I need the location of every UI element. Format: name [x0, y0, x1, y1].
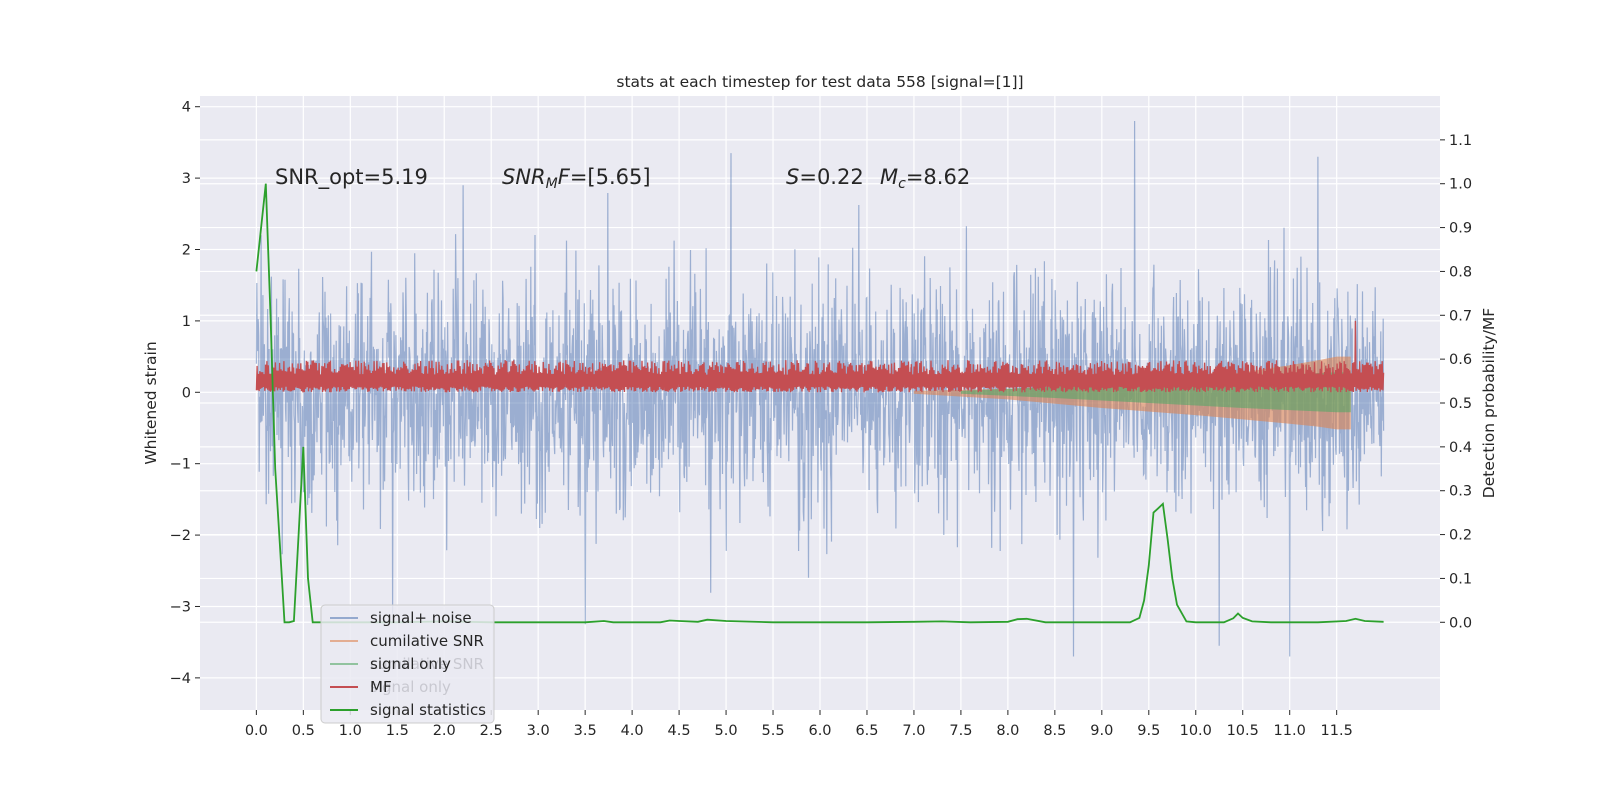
- x-tick-label: 8.5: [1043, 723, 1066, 739]
- right-y-tick-label: 0.9: [1449, 221, 1472, 237]
- x-tick-label: 3.0: [527, 723, 550, 739]
- y-tick-label: −1: [170, 457, 191, 473]
- right-y-tick-label: 1.1: [1449, 133, 1472, 149]
- y-tick-label: −3: [170, 599, 191, 615]
- right-y-axis-label: Detection probability/MF: [1480, 308, 1498, 499]
- annotation-snr-mf: SNRMF=[5.65]: [502, 165, 651, 192]
- right-y-tick-label: 0.0: [1449, 615, 1472, 631]
- right-y-tick-label: 0.3: [1449, 484, 1472, 500]
- annotation-s: S=0.22: [786, 165, 864, 189]
- annotation-snr-opt: SNR_opt=5.19: [275, 165, 428, 190]
- x-tick-label: 4.5: [668, 723, 691, 739]
- x-tick-label: 11.0: [1274, 723, 1306, 739]
- x-tick-label: 9.0: [1090, 723, 1113, 739]
- snr-mf-subscript: M: [546, 176, 558, 192]
- x-tick-label: 1.0: [339, 723, 362, 739]
- y-tick-label: −4: [170, 671, 191, 687]
- mc-symbol: M: [880, 165, 898, 189]
- x-tick-label: 5.0: [715, 723, 738, 739]
- x-tick-label: 7.0: [902, 723, 925, 739]
- x-tick-label: 11.5: [1321, 723, 1353, 739]
- mc-value: =8.62: [906, 165, 970, 189]
- x-tick-label: 6.5: [855, 723, 878, 739]
- y-tick-label: −2: [170, 528, 191, 544]
- snr-mf-rest-italic: F: [558, 165, 571, 189]
- series-mf: [255, 320, 1385, 393]
- legend-label-mf: MF: [370, 678, 392, 696]
- annotations: SNR_opt=5.19 SNRMF=[5.65] S=0.22 Mc=8.62: [275, 165, 970, 192]
- x-tick-label: 5.5: [761, 723, 784, 739]
- y-tick-label: 0: [182, 385, 191, 401]
- right-y-axis-ticks: 1.1 1.0 0.9 0.8 0.7 0.6 0.5 0.4 0.3 0.2 0.1 0.0: [1440, 133, 1472, 631]
- right-y-tick-label: 0.5: [1449, 396, 1472, 412]
- x-tick-label: 4.0: [621, 723, 644, 739]
- s-value: =0.22: [799, 165, 863, 189]
- chart-title: stats at each timestep for test data 558…: [616, 73, 1023, 91]
- x-tick-label: 7.5: [949, 723, 972, 739]
- y-axis-ticks: 4 3 2 1 0 −1 −2 −3 −4: [170, 100, 200, 687]
- legend-ghost-signal-only: signal only: [370, 678, 451, 696]
- snr-mf-value: =[5.65]: [570, 165, 651, 189]
- y-tick-label: 4: [182, 100, 191, 116]
- series-layer: [255, 120, 1385, 657]
- x-axis-ticks: 0.0 0.5 1.0 1.5 2.0 2.5 3.0 3.5 4.0 4.5 5.0 5.5 6.0 6…: [245, 710, 1353, 739]
- legend-box: [320, 604, 495, 724]
- x-tick-label: 1.5: [386, 723, 409, 739]
- legend-ghost-cumilative-snr: cumilative SNR: [370, 655, 484, 673]
- snr-mf-symbol: SNR: [502, 165, 546, 189]
- right-y-tick-label: 1.0: [1449, 177, 1472, 193]
- x-tick-label: 10.5: [1227, 723, 1259, 739]
- x-tick-label: 0.5: [292, 723, 315, 739]
- legend: cumilative SNR signal only signal+ noise…: [320, 604, 495, 724]
- x-tick-label: 6.0: [808, 723, 831, 739]
- x-tick-label: 3.5: [574, 723, 597, 739]
- mc-subscript: c: [898, 176, 906, 192]
- annotation-mc: Mc=8.62: [880, 165, 970, 192]
- legend-label-signal-noise: signal+ noise: [370, 609, 472, 627]
- x-tick-label: 9.5: [1137, 723, 1160, 739]
- legend-label-signal-statistics: signal statistics: [370, 701, 486, 719]
- x-tick-label: 8.0: [996, 723, 1019, 739]
- x-tick-label: 0.0: [245, 723, 268, 739]
- x-tick-label: 2.5: [480, 723, 503, 739]
- right-y-tick-label: 0.1: [1449, 571, 1472, 587]
- y-tick-label: 3: [182, 171, 191, 187]
- right-y-tick-label: 0.6: [1449, 352, 1472, 368]
- right-y-tick-label: 0.7: [1449, 308, 1472, 324]
- legend-label-signal-only: signal only: [370, 655, 451, 673]
- right-y-tick-label: 0.2: [1449, 528, 1472, 544]
- legend-label-cumilative-snr: cumilative SNR: [370, 632, 484, 650]
- right-y-tick-label: 0.4: [1449, 440, 1472, 456]
- right-y-tick-label: 0.8: [1449, 264, 1472, 280]
- y-axis-label: Whitened strain: [142, 341, 160, 464]
- s-symbol: S: [786, 165, 799, 189]
- y-tick-label: 1: [182, 314, 191, 330]
- series-signal-statistics: [255, 183, 1384, 624]
- x-tick-label: 10.0: [1180, 723, 1212, 739]
- y-tick-label: 2: [182, 243, 191, 259]
- x-tick-label: 2.0: [433, 723, 456, 739]
